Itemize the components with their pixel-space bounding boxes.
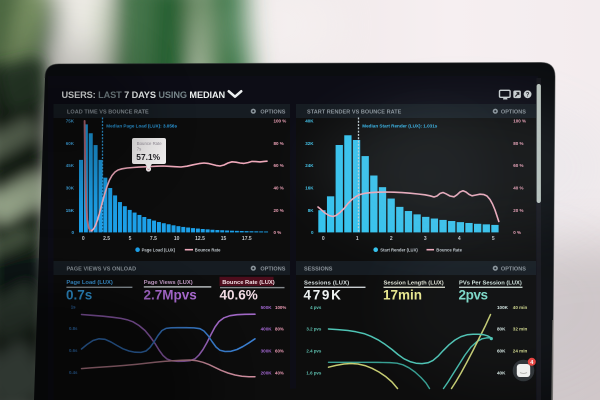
svg-text:1: 1 — [356, 236, 359, 242]
svg-text:OPTIONS: OPTIONS — [260, 110, 285, 116]
svg-text:40K: 40K — [305, 119, 314, 124]
svg-text:60 %: 60 % — [274, 163, 284, 168]
svg-text:START RENDER VS BOUNCE RATE: START RENDER VS BOUNCE RATE — [307, 110, 402, 116]
svg-text:12.5: 12.5 — [195, 236, 205, 242]
svg-text:0 %: 0 % — [274, 230, 282, 235]
svg-text:20 %: 20 % — [274, 208, 284, 213]
svg-text:40%: 40% — [275, 371, 284, 376]
svg-text:7.5: 7.5 — [150, 236, 157, 242]
svg-text:Page Load (LUX): Page Load (LUX) — [142, 248, 176, 253]
svg-text:400K: 400K — [261, 326, 273, 331]
svg-text:Start Render (LUX): Start Render (LUX) — [380, 248, 418, 253]
svg-text:4 pvs: 4 pvs — [310, 305, 322, 310]
svg-text:60%: 60% — [275, 349, 284, 354]
svg-text:15: 15 — [221, 236, 227, 242]
svg-text:SESSIONS: SESSIONS — [304, 267, 333, 273]
svg-text:PAGE VIEWS VS ONLOAD: PAGE VIEWS VS ONLOAD — [67, 267, 137, 273]
svg-text:3: 3 — [424, 236, 427, 242]
svg-text:0: 0 — [71, 230, 74, 235]
svg-text:OPTIONS: OPTIONS — [260, 267, 285, 273]
svg-text:479K: 479K — [304, 288, 343, 303]
svg-text:3.2 pvs: 3.2 pvs — [306, 327, 321, 332]
svg-text:80%: 80% — [275, 326, 284, 331]
svg-text:15K: 15K — [66, 208, 75, 213]
svg-text:100 %: 100 % — [274, 119, 287, 124]
svg-text:2.5: 2.5 — [103, 236, 110, 242]
svg-text:16K: 16K — [305, 186, 314, 191]
svg-text:Page Views (LUX): Page Views (LUX) — [144, 280, 193, 286]
svg-text:100%: 100% — [275, 305, 286, 310]
svg-text:Bounce Rate: Bounce Rate — [137, 141, 162, 146]
svg-text:2.4 pvs: 2.4 pvs — [306, 348, 321, 353]
svg-text:300K: 300K — [261, 349, 273, 354]
svg-text:40 %: 40 % — [274, 186, 284, 191]
svg-text:57.1%: 57.1% — [136, 152, 160, 162]
svg-text:80 %: 80 % — [274, 141, 284, 146]
svg-text:10: 10 — [174, 236, 180, 242]
svg-text:200K: 200K — [261, 371, 273, 376]
svg-text:2: 2 — [390, 236, 393, 242]
svg-text:0: 0 — [322, 236, 325, 242]
svg-text:Bounce Rate (LUX): Bounce Rate (LUX) — [222, 280, 275, 286]
svg-text:1.6 pvs: 1.6 pvs — [306, 370, 321, 375]
svg-text:24K: 24K — [305, 163, 314, 168]
svg-text:40.6%: 40.6% — [220, 288, 258, 303]
svg-text:500K: 500K — [261, 305, 273, 310]
svg-text:17.5: 17.5 — [242, 236, 252, 242]
svg-text:5: 5 — [129, 236, 132, 242]
svg-text:?: ? — [526, 93, 530, 99]
svg-text:0: 0 — [311, 230, 314, 235]
svg-text:Sessions (LUX): Sessions (LUX) — [304, 280, 349, 286]
svg-text:2.7Mpvs: 2.7Mpvs — [144, 288, 197, 303]
svg-text:32K: 32K — [305, 141, 314, 146]
svg-text:Bounce Rate: Bounce Rate — [195, 248, 221, 253]
svg-text:8K: 8K — [308, 208, 315, 213]
svg-text:0: 0 — [82, 236, 85, 242]
